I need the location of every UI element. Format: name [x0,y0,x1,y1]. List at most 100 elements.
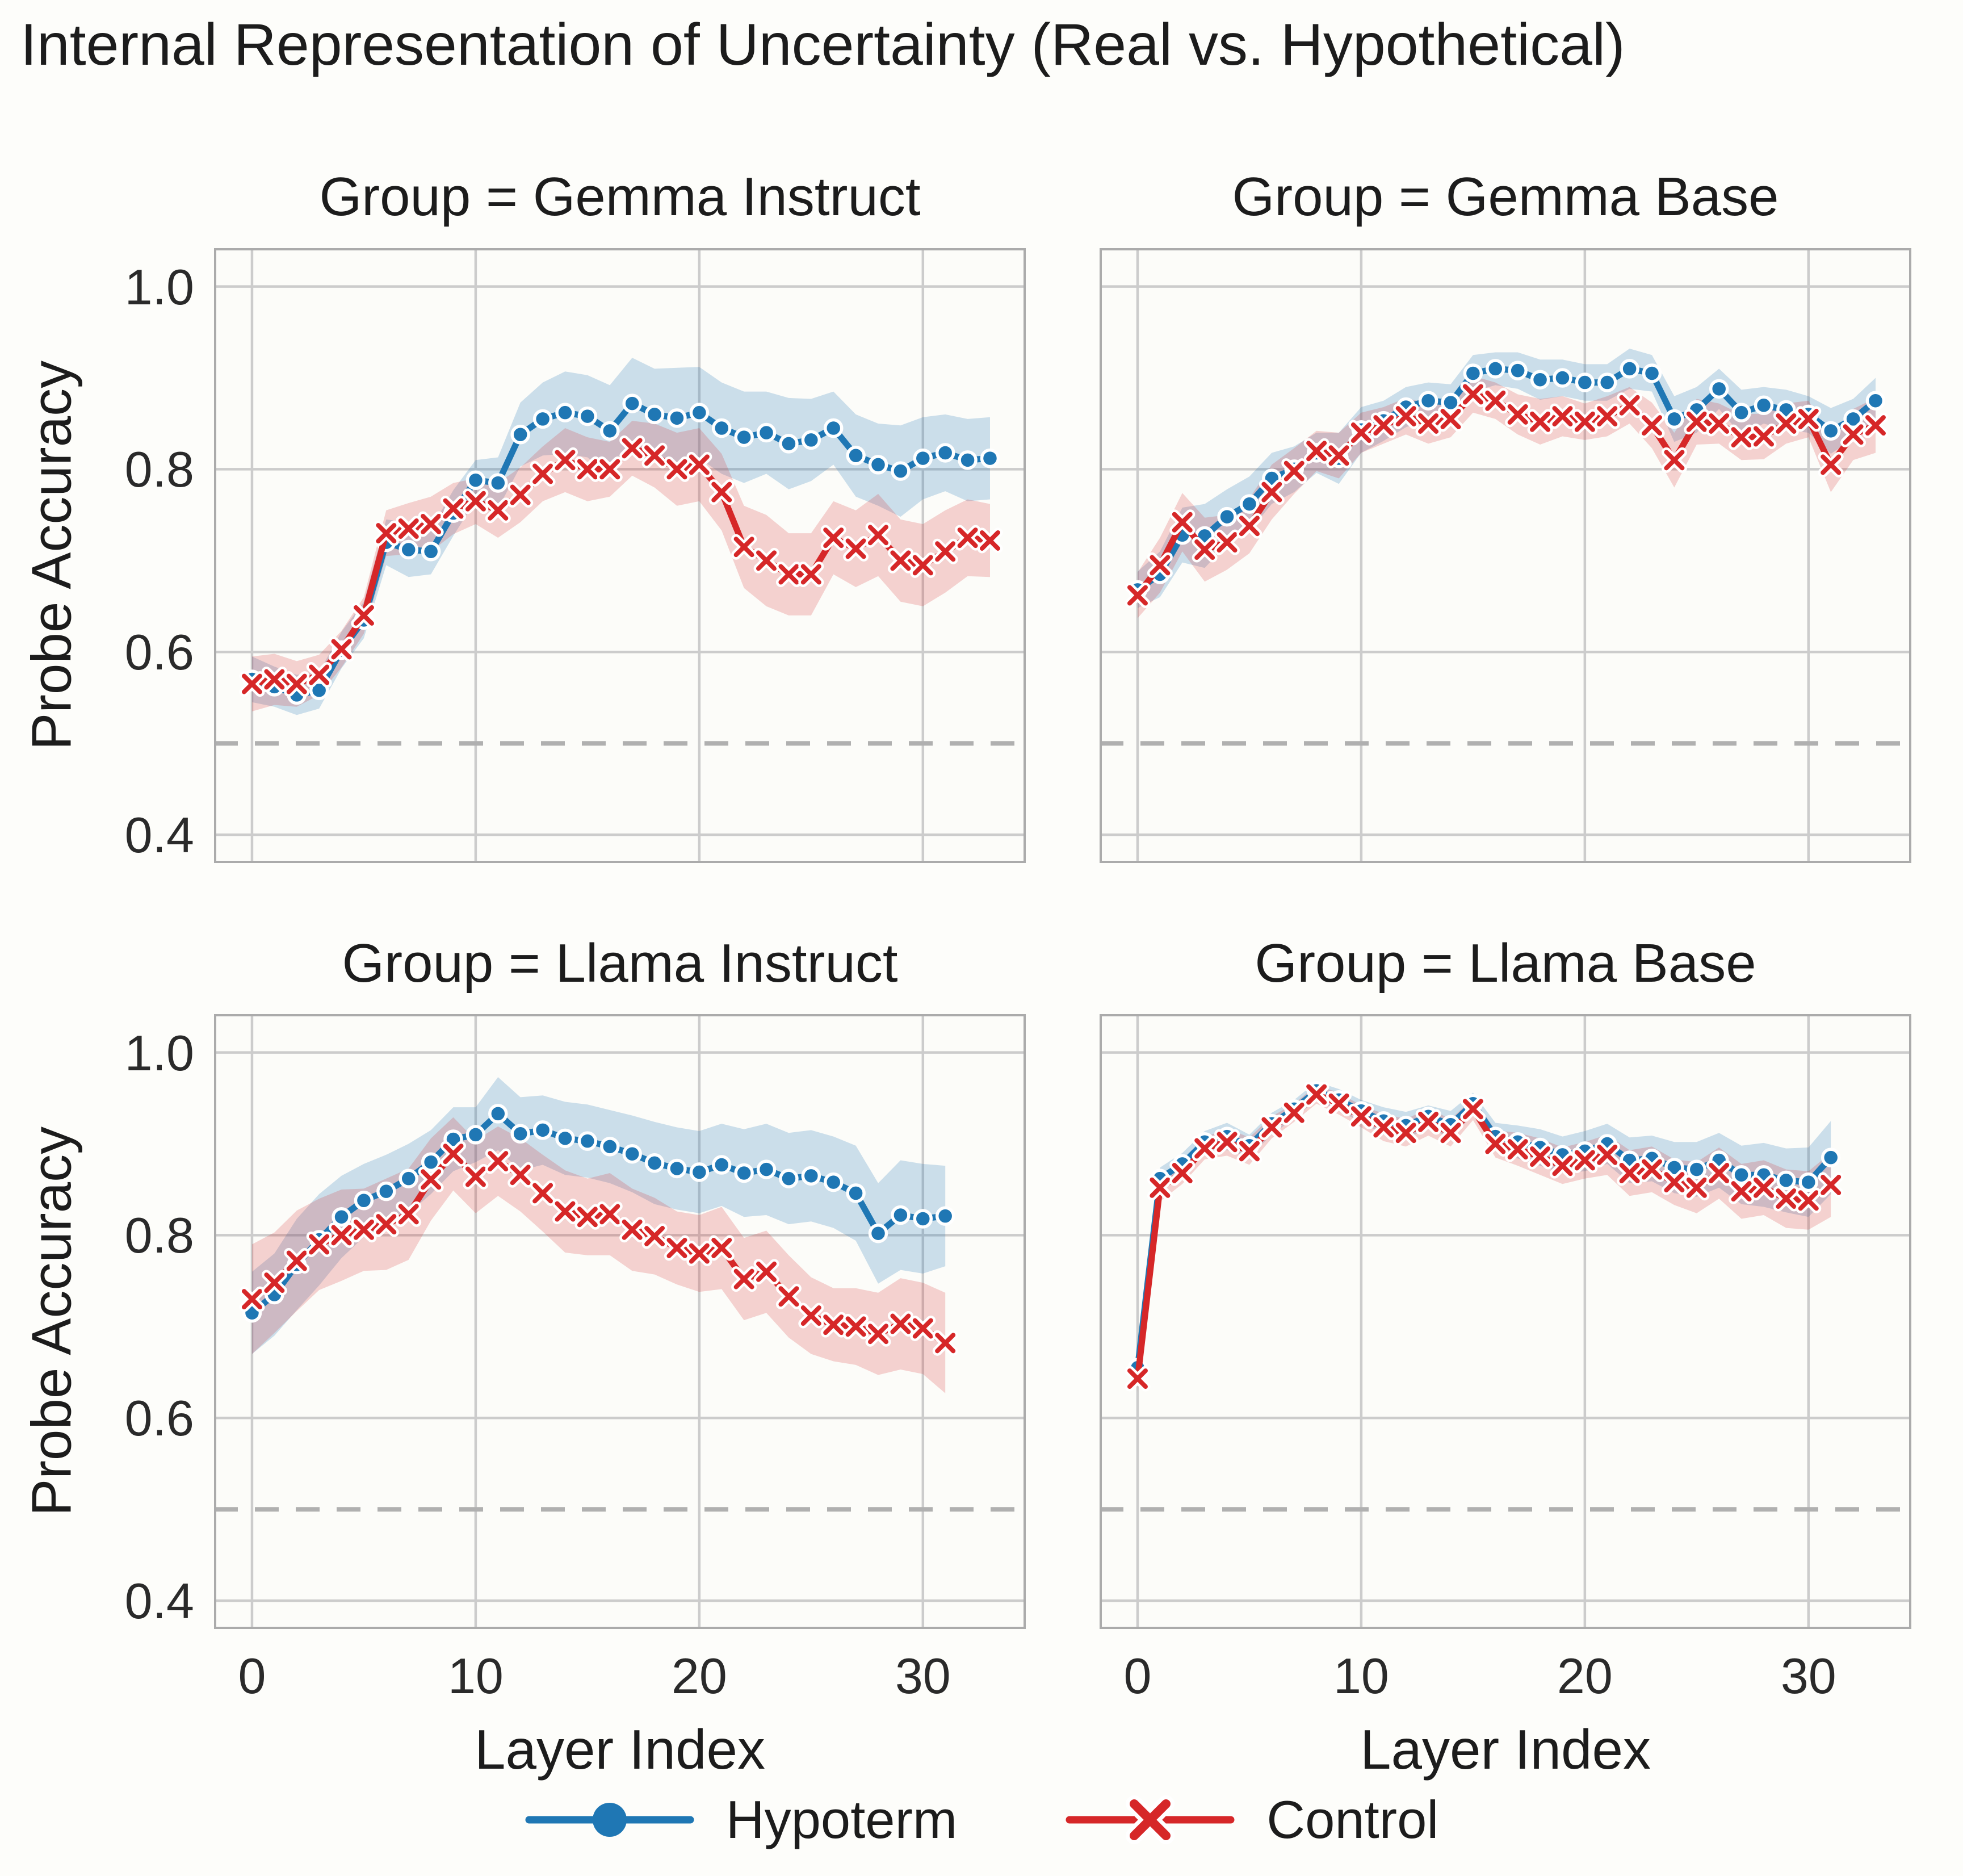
facet-title-llama-instruct: Group = Llama Instruct [342,933,898,994]
control-x-marker [1798,408,1819,429]
x-axis-label-left: Layer Index [474,1718,766,1781]
control-x-marker [823,1314,844,1335]
control-x-marker [1261,1117,1282,1138]
hypoterm-circle-marker [1821,421,1841,441]
y-tick-label: 1.0 [124,258,194,315]
control-x-marker [1194,1138,1215,1159]
control-x-marker [935,1333,956,1354]
hypoterm-circle-marker [1418,391,1438,411]
control-x-marker [845,1316,866,1337]
hypoterm-circle-marker [935,1206,955,1226]
hypoterm-circle-marker [868,1223,888,1243]
control-x-marker [1731,427,1752,448]
control-x-marker [443,498,464,519]
hypoterm-circle-marker [465,470,486,490]
control-x-marker [331,1225,352,1246]
y-axis-label-bottom: Probe Accuracy [20,1126,82,1517]
control-x-marker [309,664,330,685]
hypoterm-circle-marker [667,1158,687,1179]
hypoterm-circle-marker [980,448,1000,468]
control-x-marker [868,1324,888,1345]
plot-border [1100,1014,1911,1629]
control-x-marker [1597,1144,1618,1165]
plot-border [214,1014,1026,1629]
hypoterm-circle-marker [689,403,710,422]
hypoterm-circle-marker [555,403,575,422]
hypoterm-circle-marker [711,418,732,438]
hypoterm-circle-marker [756,1159,777,1179]
y-tick-label: 0.4 [124,1573,194,1630]
control-x-marker [1306,441,1327,462]
hypoterm-circle-marker [1441,392,1461,413]
control-x-marker [1619,395,1640,416]
y-tick-label: 0.4 [124,807,194,864]
hypoterm-confidence-band [252,1077,946,1354]
y-tick-label: 0.8 [124,441,194,498]
control-x-marker [1530,1146,1551,1167]
control-x-marker [1350,1106,1371,1127]
hypoterm-circle-marker [779,434,799,454]
control-x-marker [689,1243,710,1264]
control-x-marker [353,605,374,626]
control-x-marker [1373,415,1394,436]
hypoterm-circle-marker [756,422,777,443]
hypoterm-circle-marker [935,443,955,463]
hypoterm-circle-marker [532,1120,553,1140]
hypoterm-circle-marker [421,542,441,562]
control-x-marker [935,541,956,562]
hypoterm-circle-marker [1865,391,1886,411]
control-x-marker [1485,390,1506,411]
hypoterm-circle-marker [846,446,866,466]
control-x-marker [1821,454,1842,475]
hypoterm-circle-marker [801,1166,821,1186]
control-x-marker [644,1226,665,1247]
control-x-marker [1731,1181,1752,1202]
control-x-marker [241,673,262,694]
control-line-x-icon [1066,1795,1235,1844]
hypoterm-circle-marker [1664,409,1684,429]
control-x-marker [1150,555,1171,576]
control-x-marker [868,525,888,546]
y-tick-label: 0.6 [124,1390,194,1447]
control-x-marker [979,530,1000,551]
control-x-marker [1776,1188,1797,1209]
x-tick-label: 10 [447,1648,504,1704]
legend-circle-marker [592,1803,627,1837]
control-x-marker [398,1204,419,1225]
hypoterm-circle-marker [1239,494,1260,514]
control-x-marker [1306,1084,1327,1105]
hypoterm-circle-marker [1687,1159,1707,1179]
figure-title: Internal Representation of Uncertainty (… [20,12,1625,78]
control-x-marker [1664,450,1685,471]
control-x-marker [1619,1163,1640,1184]
hypoterm-circle-marker [555,1128,575,1149]
hypoterm-circle-marker [1530,370,1550,390]
hypoterm-circle-marker [532,409,553,429]
y-tick-label: 0.8 [124,1207,194,1264]
control-x-marker [1373,1117,1394,1138]
control-confidence-band [252,421,990,711]
control-x-marker [1172,1163,1193,1184]
x-axis-label-right: Layer Index [1360,1718,1651,1781]
control-x-marker [1462,384,1483,405]
control-x-marker [1217,532,1238,553]
control-x-marker [733,1268,754,1289]
control-x-marker [421,1169,442,1190]
control-x-marker [1485,1133,1506,1154]
control-x-marker [1440,1123,1461,1144]
control-x-marker [800,1305,821,1326]
hypoterm-circle-marker [868,455,888,475]
control-x-marker [488,1151,509,1172]
hypoterm-circle-marker [1575,372,1595,392]
hypoterm-circle-marker [823,1172,844,1192]
x-tick-label: 30 [1780,1648,1836,1704]
control-x-marker [577,1207,598,1228]
control-x-marker [912,1318,933,1339]
control-x-marker [1328,445,1349,466]
control-x-marker [264,1272,285,1293]
control-x-marker [1574,411,1595,432]
control-x-marker [644,445,665,466]
control-x-marker [1194,539,1215,560]
legend: Hypoterm Control [0,1789,1963,1851]
hypoterm-circle-marker [354,1191,374,1211]
